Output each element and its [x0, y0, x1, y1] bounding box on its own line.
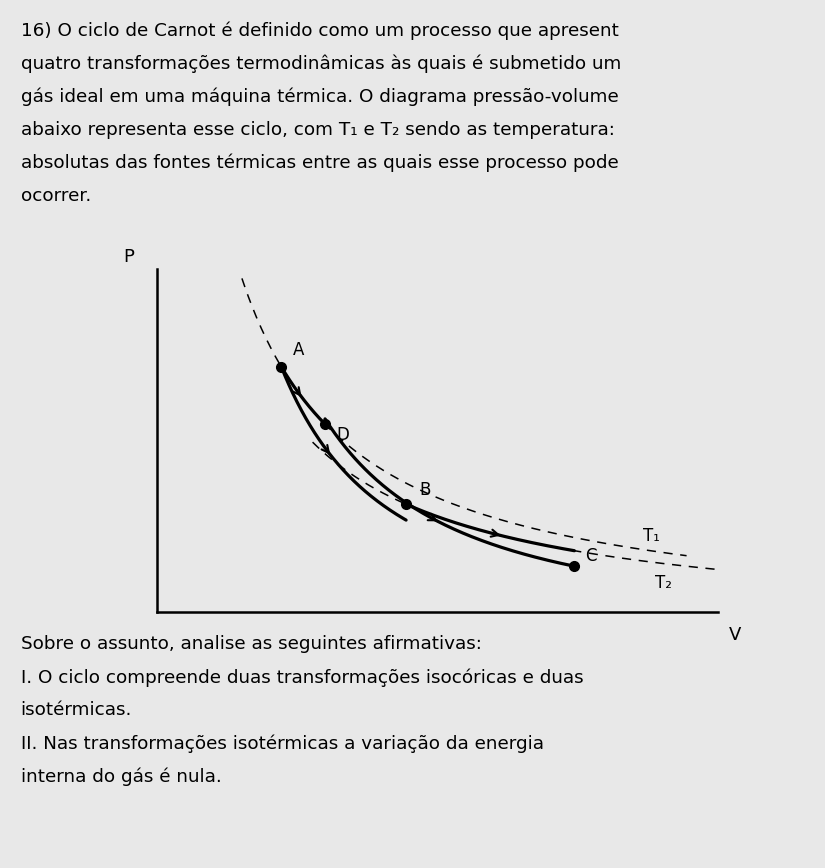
Text: Sobre o assunto, analise as seguintes afirmativas:: Sobre o assunto, analise as seguintes af…: [21, 635, 482, 654]
Text: T₂: T₂: [655, 574, 672, 592]
Text: II. Nas transformações isotérmicas a variação da energia: II. Nas transformações isotérmicas a var…: [21, 734, 544, 753]
Text: I. O ciclo compreende duas transformações isocóricas e duas: I. O ciclo compreende duas transformaçõe…: [21, 668, 583, 687]
Text: quatro transformações termodinâmicas às quais é submetido um: quatro transformações termodinâmicas às …: [21, 55, 621, 73]
Text: 16) O ciclo de Carnot é definido como um processo que apresent: 16) O ciclo de Carnot é definido como um…: [21, 22, 619, 40]
Text: B: B: [420, 481, 431, 499]
Text: C: C: [586, 547, 597, 564]
Text: interna do gás é nula.: interna do gás é nula.: [21, 767, 221, 786]
Text: gás ideal em uma máquina térmica. O diagrama pressão-volume: gás ideal em uma máquina térmica. O diag…: [21, 88, 619, 106]
Text: abaixo representa esse ciclo, com T₁ e T₂ sendo as temperatura:: abaixo representa esse ciclo, com T₁ e T…: [21, 121, 615, 139]
Text: D: D: [337, 426, 349, 444]
Text: P: P: [124, 247, 134, 266]
Text: absolutas das fontes térmicas entre as quais esse processo pode: absolutas das fontes térmicas entre as q…: [21, 154, 619, 172]
Text: A: A: [293, 341, 304, 358]
Text: T₁: T₁: [643, 527, 660, 545]
Text: isotérmicas.: isotérmicas.: [21, 701, 132, 720]
Text: ocorrer.: ocorrer.: [21, 187, 91, 205]
Text: V: V: [729, 626, 742, 644]
